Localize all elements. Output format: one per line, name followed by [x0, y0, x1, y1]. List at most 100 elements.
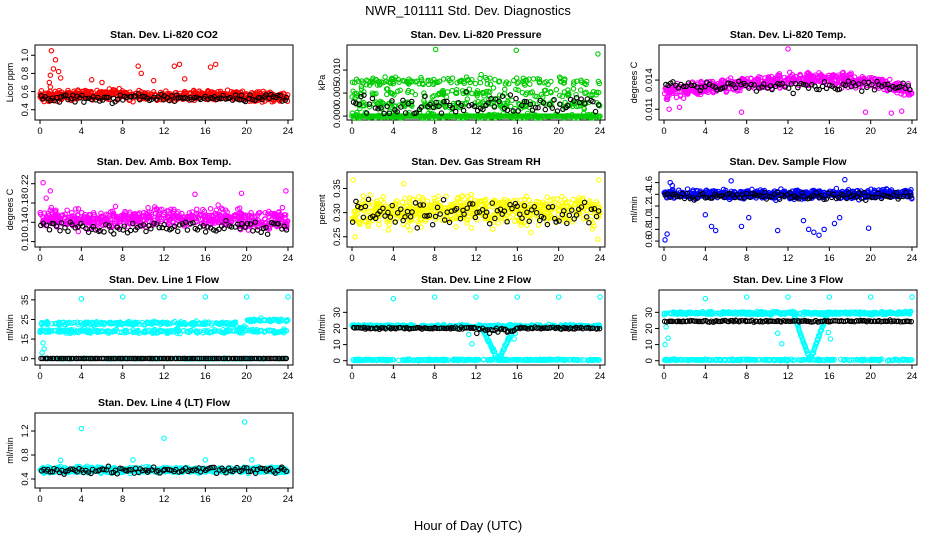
data-point	[800, 217, 807, 224]
y-axis-label: ml/min	[5, 314, 15, 341]
data-point	[440, 197, 447, 203]
data-point	[192, 89, 198, 96]
data-point	[111, 231, 117, 237]
data-point	[57, 227, 63, 234]
data-point	[535, 222, 542, 228]
x-tick-label: 24	[595, 126, 606, 137]
x-tick-label: 20	[553, 126, 564, 137]
data-point	[57, 75, 64, 81]
data-point	[48, 47, 55, 54]
y-tick-label: 0.18	[20, 194, 31, 213]
data-points	[661, 176, 915, 243]
data-point	[382, 74, 388, 80]
data-point	[745, 214, 752, 221]
x-tick-label: 8	[432, 253, 437, 264]
y-tick-label: 1.6	[644, 176, 655, 189]
data-point	[349, 110, 355, 116]
x-tick-label: 12	[471, 253, 482, 264]
data-point	[171, 98, 178, 104]
y-axis-label: degrees C	[5, 188, 15, 230]
figure-title: NWR_101111 Std. Dev. Diagnostics	[365, 3, 571, 18]
data-point	[738, 109, 745, 115]
panel-title: Stan. Dev. Gas Stream RH	[411, 156, 540, 168]
panel-title: Stan. Dev. Li-820 CO2	[110, 29, 218, 41]
data-point	[264, 231, 271, 237]
x-tick-label: 24	[283, 126, 294, 137]
y-axis-label: percent	[317, 194, 327, 225]
x-tick-label: 4	[703, 126, 708, 137]
data-point	[79, 92, 85, 99]
data-point	[50, 66, 57, 72]
x-tick-label: 20	[865, 253, 876, 264]
x-tick-label: 8	[744, 253, 749, 264]
y-tick-label: 0.005	[332, 81, 343, 105]
x-tick-label: 4	[79, 126, 84, 137]
data-point	[350, 177, 356, 183]
y-axis-label: ml/min	[629, 196, 639, 223]
data-point	[557, 92, 563, 99]
data-point	[542, 106, 549, 113]
y-axis-label: Licor ppm	[5, 63, 15, 103]
data-point	[862, 109, 869, 115]
data-point	[112, 203, 119, 210]
data-point	[527, 81, 533, 87]
data-point	[191, 95, 197, 101]
data-point	[220, 92, 226, 99]
x-tick-label: 8	[120, 253, 125, 264]
x-tick-label: 8	[432, 126, 437, 137]
data-point	[444, 89, 451, 95]
x-tick-label: 8	[744, 126, 749, 137]
data-point	[559, 93, 566, 100]
data-point	[105, 94, 111, 101]
data-point	[47, 84, 54, 90]
panel-5: Stan. Dev. Gas Stream RH0 4 8 12 16 20 240.250…	[317, 156, 606, 264]
data-point	[238, 190, 245, 197]
data-point	[55, 68, 62, 75]
data-point	[440, 76, 447, 82]
y-axis-label: degrees C	[629, 61, 639, 103]
data-point	[283, 94, 290, 101]
data-point	[502, 86, 508, 93]
data-point	[52, 57, 59, 63]
data-point	[238, 92, 245, 98]
data-point	[666, 106, 672, 112]
data-point	[194, 206, 200, 212]
data-point	[595, 51, 601, 57]
data-point	[47, 188, 54, 194]
data-point	[176, 61, 183, 68]
data-point	[407, 227, 413, 233]
x-tick-label: 8	[120, 371, 125, 382]
data-point	[489, 226, 496, 232]
data-point	[135, 63, 141, 69]
panel-4: Stan. Dev. Amb. Box Temp.0 4 8 12 16 20 240.10…	[5, 156, 294, 264]
data-point	[898, 108, 905, 114]
x-tick-label: 12	[159, 253, 170, 264]
data-point	[68, 92, 74, 99]
data-point	[453, 224, 459, 230]
x-tick-label: 16	[824, 253, 835, 264]
data-point	[360, 193, 367, 199]
data-point	[595, 89, 602, 96]
data-point	[138, 70, 145, 77]
y-tick-label: 1.0	[20, 49, 31, 62]
data-point	[99, 79, 105, 86]
x-tick-label: 24	[283, 253, 294, 264]
y-tick-label: 0.6	[20, 85, 31, 98]
data-point	[526, 197, 532, 204]
x-tick-label: 24	[907, 126, 918, 137]
data-point	[181, 76, 188, 82]
data-point	[490, 85, 497, 91]
x-tick-label: 16	[512, 253, 523, 264]
data-point	[544, 194, 550, 200]
y-tick-label: 0.25	[332, 228, 343, 247]
x-tick-label: 12	[783, 126, 794, 137]
x-tick-label: 24	[595, 253, 606, 264]
panel-title: Stan. Dev. Li-820 Temp.	[730, 29, 846, 41]
x-tick-label: 0	[37, 371, 42, 382]
data-point	[865, 225, 872, 231]
data-point	[135, 91, 142, 97]
data-point	[842, 176, 848, 183]
data-point	[279, 204, 286, 211]
data-point	[559, 193, 565, 200]
